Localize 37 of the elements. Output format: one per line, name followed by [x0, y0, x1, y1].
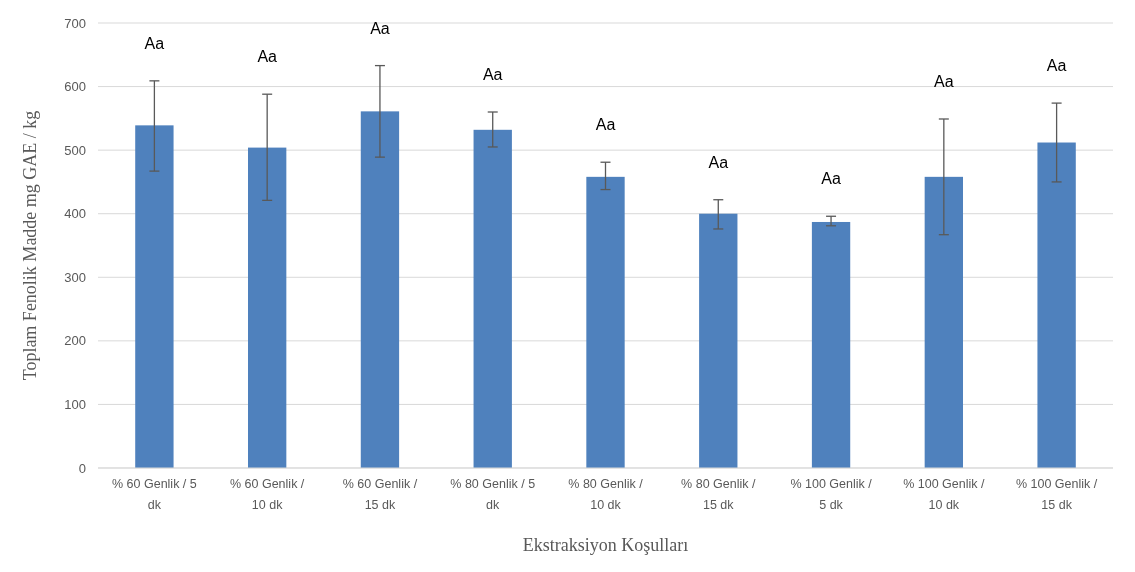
bar	[811, 221, 851, 468]
annotation: Aa	[934, 72, 954, 90]
bar	[924, 176, 964, 468]
y-tick-label: 600	[64, 79, 86, 95]
x-tick-label: % 80 Genlik / 5 dk	[450, 477, 536, 512]
annotation: Aa	[482, 66, 503, 83]
x-tick-label: % 100 Genlik / 5 dk	[790, 477, 873, 512]
y-tick-label: 100	[64, 396, 86, 412]
x-tick-label: % 100 Genlik / 15 dk	[1015, 477, 1098, 512]
annotation: Aa	[144, 34, 165, 52]
x-tick-label: % 60 Genlik / 10 dk	[229, 477, 305, 512]
y-tick-label: 700	[64, 15, 86, 31]
bar	[586, 176, 625, 468]
y-tick-label: 400	[64, 206, 86, 222]
x-tick-label: % 60 Genlik / 5 dk	[112, 477, 197, 512]
x-axis-title: Ekstraksiyon Koşulları	[522, 535, 689, 555]
annotation: Aa	[708, 153, 729, 171]
y-tick-label: 0	[78, 460, 86, 476]
annotation: Aa	[821, 170, 841, 188]
annotation: Aa	[595, 116, 616, 134]
y-tick-label: 500	[64, 142, 86, 158]
y-tick-label: 300	[64, 269, 86, 285]
annotation: Aa	[1046, 57, 1067, 75]
y-axis-title: Toplam Fenolik Madde mg GAE / kg	[20, 110, 40, 381]
x-tick-label: % 100 Genlik / 10 dk	[903, 477, 985, 512]
x-tick-label: % 60 Genlik / 15 dk	[342, 477, 418, 512]
annotation: Aa	[257, 48, 278, 66]
x-tick-label: % 80 Genlik / 15 dk	[681, 477, 756, 512]
bar	[699, 213, 738, 468]
x-tick-label: % 80 Genlik / 10 dk	[568, 477, 644, 512]
bar	[135, 125, 174, 468]
y-tick-label: 200	[64, 333, 86, 349]
bar	[473, 129, 512, 468]
bar	[247, 147, 287, 468]
bar	[1037, 142, 1076, 468]
bar	[360, 111, 400, 468]
annotation: Aa	[370, 19, 390, 37]
